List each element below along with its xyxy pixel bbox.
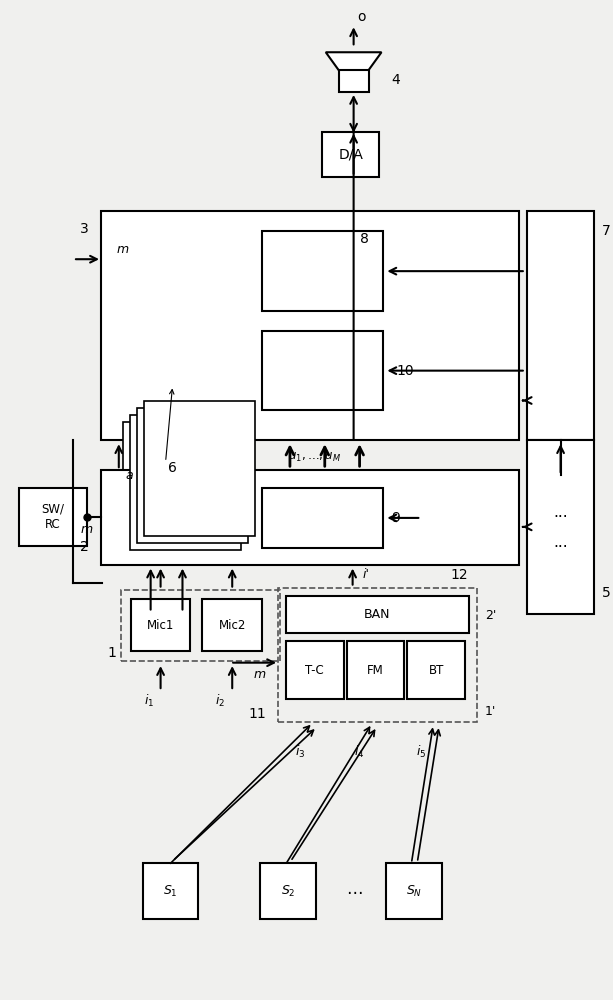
Bar [527, 211, 595, 440]
Text: m: m [254, 668, 266, 681]
Text: a: a [126, 469, 134, 482]
Bar [339, 70, 368, 92]
Bar [123, 422, 234, 557]
Text: T-C: T-C [305, 664, 324, 677]
Text: 6: 6 [168, 461, 177, 475]
Bar [143, 401, 255, 536]
Text: $\cdots$: $\cdots$ [346, 882, 363, 900]
Text: BT: BT [428, 664, 444, 677]
Bar [408, 641, 465, 699]
Text: m: m [81, 523, 93, 536]
Text: 3: 3 [80, 222, 89, 236]
Polygon shape [326, 52, 381, 70]
Text: 12: 12 [451, 568, 468, 582]
Text: FM: FM [367, 664, 384, 677]
Text: Mic1: Mic1 [147, 619, 174, 632]
Text: 7: 7 [603, 224, 611, 238]
Bar [286, 596, 469, 633]
Text: $i_5$: $i_5$ [416, 744, 427, 760]
Text: Mic2: Mic2 [219, 619, 246, 632]
Bar [262, 331, 384, 410]
Text: 1: 1 [107, 646, 116, 660]
Text: SW/
RC: SW/ RC [42, 503, 64, 531]
Text: $u_1, \ldots, u_M$: $u_1, \ldots, u_M$ [288, 451, 341, 464]
Text: $S_2$: $S_2$ [281, 883, 295, 899]
Bar [386, 863, 442, 919]
Text: 11: 11 [248, 707, 266, 721]
Text: $S_1$: $S_1$ [163, 883, 178, 899]
Text: D/A: D/A [338, 147, 363, 161]
Text: $S_N$: $S_N$ [406, 883, 422, 899]
Text: 2': 2' [485, 609, 497, 622]
Bar [101, 470, 519, 565]
Text: i': i' [362, 568, 370, 581]
Text: 2: 2 [80, 540, 89, 554]
Text: $i_2$: $i_2$ [215, 693, 226, 709]
Bar [131, 599, 191, 651]
Bar [101, 211, 519, 440]
Bar [137, 408, 248, 543]
Text: $i_3$: $i_3$ [295, 744, 305, 760]
Bar [322, 132, 379, 177]
Bar [130, 415, 241, 550]
Text: 10: 10 [397, 364, 414, 378]
Bar [278, 588, 477, 722]
Text: ...: ... [554, 535, 568, 550]
Text: 8: 8 [360, 232, 369, 246]
Bar [143, 863, 199, 919]
Text: 4: 4 [392, 73, 400, 87]
Text: o: o [357, 10, 366, 24]
Text: m: m [116, 243, 129, 256]
Bar [262, 488, 384, 548]
Text: $i_1$: $i_1$ [143, 693, 154, 709]
Bar [262, 231, 384, 311]
Text: $i_4$: $i_4$ [354, 744, 365, 760]
Bar [286, 641, 344, 699]
Bar [260, 863, 316, 919]
Bar [121, 590, 280, 661]
Text: 1': 1' [485, 705, 497, 718]
Bar [19, 488, 87, 546]
Bar [347, 641, 405, 699]
Text: ...: ... [554, 505, 568, 520]
Text: 9: 9 [391, 511, 400, 525]
Bar [527, 440, 595, 614]
Bar [202, 599, 262, 651]
Text: BAN: BAN [364, 608, 390, 621]
Text: 5: 5 [603, 586, 611, 600]
